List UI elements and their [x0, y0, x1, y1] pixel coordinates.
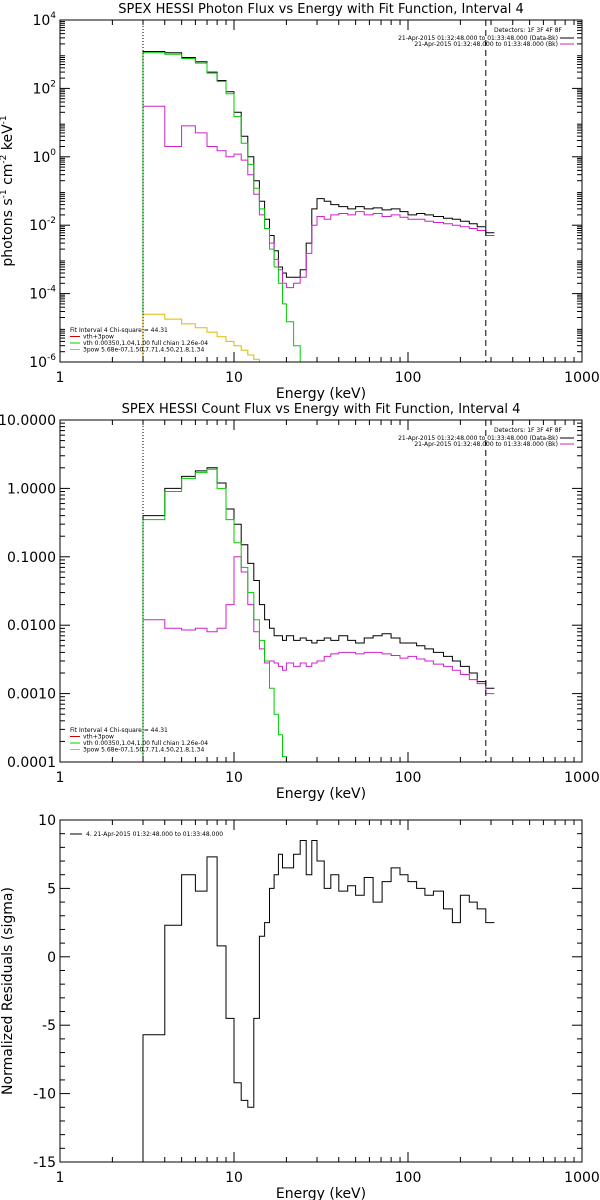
legend-entry-label: 21-Apr-2015 01:32:48.000 to 01:33:48.000… [414, 41, 558, 48]
y-tick-label: 0.0100 [7, 618, 56, 634]
y-tick-label: 10-2 [29, 216, 56, 234]
plot-frame [59, 19, 583, 363]
x-tick-label: 1000 [564, 1170, 600, 1186]
series-group [142, 467, 495, 762]
y-axis-label: photons s-1 cm-2 keV-1 [0, 115, 16, 266]
series-1-line [142, 467, 495, 762]
y-tick-label: -5 [42, 1018, 56, 1034]
x-axis-label: Energy (keV) [276, 786, 366, 802]
legend-entry-label: 21-Apr-2015 01:32:48.000 to 01:33:48.000… [398, 35, 558, 42]
chart-title: SPEX HESSI Photon Flux vs Energy with Fi… [118, 2, 524, 17]
x-tick-label: 1000 [564, 370, 600, 386]
x-tick-label: 100 [395, 770, 422, 786]
x-tick-label: 1000 [564, 770, 600, 786]
legend-header: Detectors: 1F 3F 4F 8F [494, 27, 563, 34]
y-tick-label: 100 [32, 148, 56, 166]
fit-legend-entry: vth 0.00350,1.04,1.00 full chian 1.26e-0… [83, 340, 208, 347]
x-tick-label: 100 [395, 370, 422, 386]
x-tick-label: 1 [56, 770, 65, 786]
plot-frame [59, 419, 583, 763]
fit-legend-entry: 3pow 5.68e-07,1.50,7.71,4.50,21.8,1.34 [83, 747, 204, 754]
y-tick-label: 0 [47, 950, 56, 966]
fit-legend-entry: 3pow 5.68e-07,1.50,7.71,4.50,21.8,1.34 [83, 347, 204, 354]
y-tick-label: 10 [38, 813, 56, 829]
y-tick-label: 1.0000 [7, 481, 56, 497]
x-tick-label: 100 [395, 1170, 422, 1186]
x-tick-label: 10 [225, 770, 243, 786]
legend-header: Detectors: 1F 3F 4F 8F [494, 427, 563, 434]
y-tick-label: -15 [33, 1155, 56, 1171]
y-tick-label: 102 [32, 79, 56, 97]
fit-legend-entry: vth+3pow [83, 334, 114, 341]
y-axis-label: Normalized Residuals (sigma) [0, 887, 16, 1095]
series-3-line [142, 52, 301, 362]
chart-panel-3: 1 10 100 1000 Energy (keV) -15 -10 -5 0 5 10 Normal… [0, 813, 600, 1200]
y-tick-label: -10 [33, 1087, 56, 1103]
series-3-line [142, 468, 287, 762]
legend-entry-label: 4. 21-Apr-2015 01:32:48.000 to 01:33:48.… [86, 831, 223, 838]
legend-entry-label: 21-Apr-2015 01:32:48.000 to 01:33:48.000… [398, 435, 558, 442]
plot-frame [59, 819, 583, 1163]
series-1-line [142, 840, 495, 1162]
fit-legend-header: Fit Interval 4 Chi-square = 44.31 [70, 727, 168, 734]
y-tick-label: 0.1000 [7, 550, 56, 566]
series-2-line [142, 105, 495, 362]
fit-legend-entry: vth+3pow [83, 734, 114, 741]
series-group [142, 840, 495, 1162]
x-tick-label: 10 [225, 370, 243, 386]
chart-panel-1: SPEX HESSI Photon Flux vs Energy with Fi… [0, 2, 600, 402]
y-tick-label: 104 [32, 11, 56, 29]
x-tick-label: 10 [225, 1170, 243, 1186]
fit-legend-header: Fit Interval 4 Chi-square = 44.31 [70, 327, 168, 334]
y-tick-label: 0.0010 [7, 687, 56, 703]
series-4-line [142, 313, 260, 362]
series-2-line [142, 556, 495, 762]
y-tick-label: 5 [47, 881, 56, 897]
x-tick-label: 1 [56, 370, 65, 386]
y-tick-label: 0.0001 [7, 755, 56, 771]
chart-title: SPEX HESSI Count Flux vs Energy with Fit… [122, 402, 521, 417]
x-axis-label: Energy (keV) [276, 1186, 366, 1200]
chart-panel-2: SPEX HESSI Count Flux vs Energy with Fit… [0, 402, 600, 802]
x-axis-label: Energy (keV) [276, 386, 366, 402]
fit-legend-entry: vth 0.00350,1.04,1.00 full chian 1.26e-0… [83, 740, 208, 747]
y-tick-label: 10-6 [29, 353, 56, 371]
y-tick-label: 10.0000 [0, 413, 56, 429]
series-group [142, 51, 495, 362]
x-tick-label: 1 [56, 1170, 65, 1186]
y-tick-label: 10-4 [29, 285, 56, 303]
legend-entry-label: 21-Apr-2015 01:32:48.000 to 01:33:48.000… [414, 441, 558, 448]
series-1-line [142, 51, 495, 362]
